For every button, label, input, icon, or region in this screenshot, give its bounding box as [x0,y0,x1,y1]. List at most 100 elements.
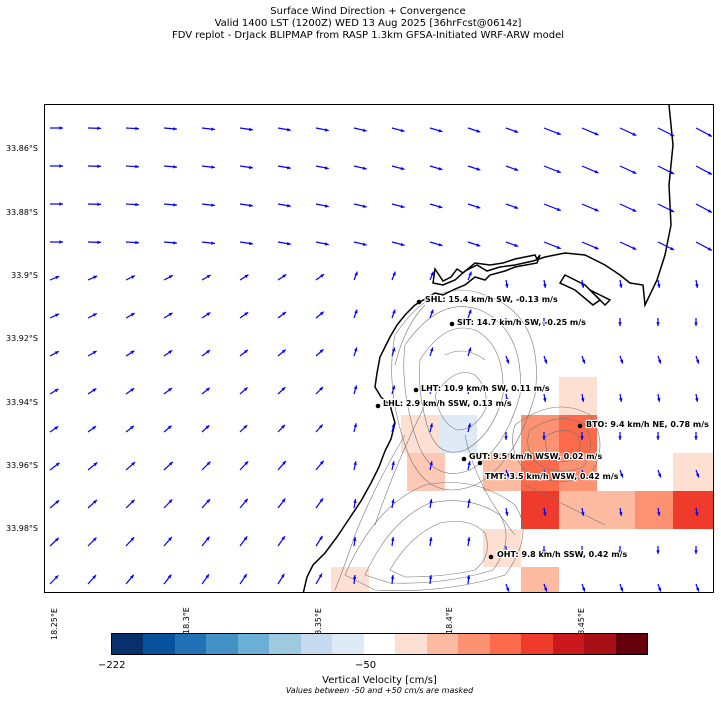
colorbar-swatch [584,634,616,654]
wind-arrow-head [244,498,248,503]
wind-arrow-head [206,499,211,503]
station-oht[interactable]: OHT: 9.8 km/h SSW, 0.42 m/s [488,549,629,560]
wind-arrow-head [55,313,60,317]
colorbar-tick-min: −222 [98,660,126,671]
wind-arrow-head [581,359,586,364]
wind-arrow-head [514,243,519,247]
station-gut[interactable]: GUT: 9.5 km/h WSW, 0.02 m/s [461,451,604,462]
map-canvas: SHL: 15.4 km/h SW, -0.13 m/s SIT: 14.7 k… [49,105,713,592]
wind-arrow-head [205,536,210,541]
wind-arrow-head [657,359,662,364]
wind-arrow-head [543,473,548,478]
wind-arrow-head [244,312,249,316]
wind-arrow-head [354,347,358,352]
wind-arrow-head [281,498,286,503]
wind-arrow-head [430,271,434,276]
wind-arrow-head [594,170,599,174]
wind-arrow-head [514,167,519,171]
station-shl[interactable]: SHL: 15.4 km/h SW, -0.13 m/s [416,294,559,305]
lat-label-4: 33.92°S [6,334,38,343]
wind-arrow-head [632,246,637,250]
title-line-1: Surface Wind Direction + Convergence [270,6,466,17]
wind-arrow-head [282,311,286,316]
station-lht[interactable]: LHT: 10.9 km/h SW, 0.11 m/s [413,383,551,394]
station-tmt[interactable]: TMT: 3.5 km/h WSW, 0.42 m/s [477,460,620,482]
wind-arrow-head [581,398,585,402]
wind-arrow-head [657,284,661,288]
station-lhl[interactable]: LHL: 2.9 km/h SSW, 0.13 m/s [375,398,513,409]
wind-arrow-head [281,536,285,541]
wind-arrow-head [243,387,248,392]
wind-arrow-head [319,498,324,503]
wind-arrow-head [92,388,97,392]
station-bto-label: BTO: 9.4 km/h NE, 0.78 m/s [586,420,709,429]
wind-arrow-head [92,575,97,579]
wind-arrow-head [619,284,623,288]
wind-arrow-head [468,347,472,352]
wind-arrow-head [249,165,253,170]
wind-arrow-head [514,205,519,209]
wind-arrow-head [135,126,139,131]
wind-arrow-head [280,573,285,578]
wind-arrow-head [59,240,63,244]
station-sit-label: SIT: 14.7 km/h SW, -0.25 m/s [457,318,586,327]
wind-arrow-head [618,436,622,440]
colorbar-swatch [300,634,333,654]
wind-arrow-head [362,204,367,208]
wind-arrow-head [92,537,97,542]
wind-arrow-head [130,537,135,542]
wind-arrow-head [97,164,101,169]
wind-arrow-head [707,247,712,251]
wind-arrow-head [438,166,443,171]
wind-arrow-head [438,128,443,133]
wind-arrow-head [244,461,249,466]
colorbar-swatch [206,634,238,654]
wind-arrow-head [504,322,508,326]
wind-arrow-head [657,512,661,516]
wind-arrow-head [135,164,139,169]
wind-arrow-head [670,208,675,212]
wind-arrow-head [695,587,700,592]
wind-arrow-head [54,426,59,430]
wind-arrow-head [206,350,211,354]
wind-arrow-head [392,271,396,276]
wind-arrow-head [205,425,210,430]
wind-arrow-head [619,398,623,402]
wind-arrow-head [581,284,585,288]
wind-arrow-head [429,537,433,541]
wind-arrow-head [438,242,443,247]
wind-arrow-head [205,574,210,579]
wind-arrow-head [619,512,623,516]
wind-arrow-head [505,359,510,364]
wind-arrow-head [695,359,700,364]
lat-label-1: 33.86°S [6,144,38,153]
colorbar-note: Values between -50 and +50 cm/s are mask… [285,686,474,695]
wind-arrow-head [130,499,135,504]
wind-arrow-head [249,203,253,208]
wind-arrow-head [55,275,60,280]
wind-arrow-head [695,512,699,516]
wind-arrow-head [354,271,358,276]
wind-arrow-head [391,537,395,541]
station-bto[interactable]: BTO: 9.4 km/h NE, 0.78 m/s [577,419,710,430]
colorbar-swatch [143,634,175,654]
wind-arrow-head [353,385,358,390]
wind-arrow-head [467,499,471,503]
wind-arrow-head [130,350,135,355]
wind-arrow-head [319,460,324,465]
wind-arrow-head [206,275,211,279]
wind-arrow-head [707,171,712,175]
wind-arrow-head [476,205,481,209]
wind-arrow-head [206,312,211,316]
wind-arrow-head [319,311,324,316]
wind-arrow-head [694,436,698,440]
wind-arrow-head [468,309,472,314]
wind-arrow-head [319,535,323,540]
wind-arrow-head [244,274,249,279]
wind-arrow-head [168,461,173,466]
wind-arrow-head [619,473,624,478]
wind-arrow-head [656,436,660,440]
wind-arrow-head [243,425,248,429]
wind-arrow-head [542,322,546,326]
station-sit[interactable]: SIT: 14.7 km/h SW, -0.25 m/s [449,317,587,328]
